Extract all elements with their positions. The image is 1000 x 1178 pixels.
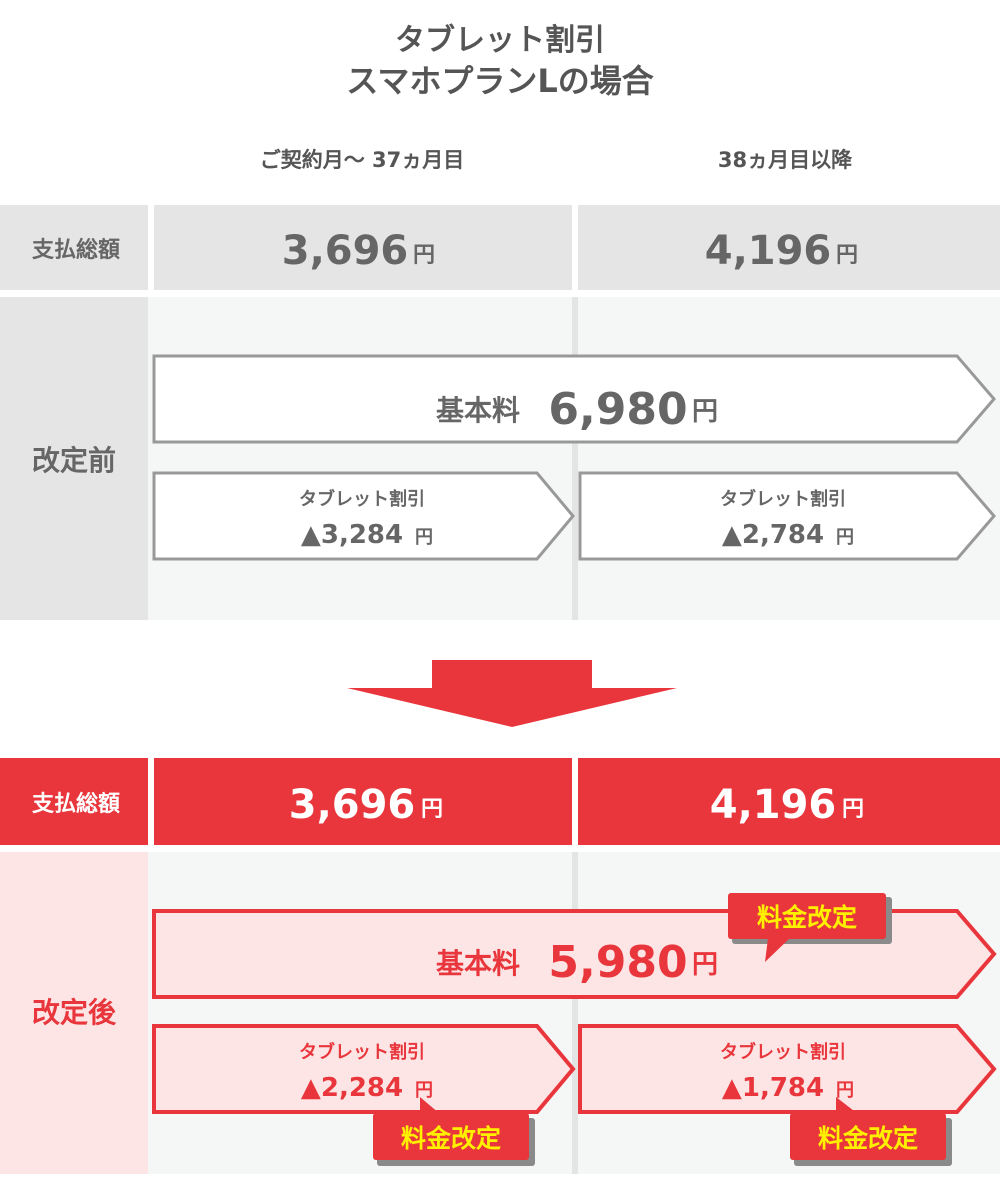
before-base-value: 6,980 bbox=[548, 384, 687, 435]
yen-unit: 円 bbox=[842, 797, 864, 822]
before-total-col1: 3,696 bbox=[282, 228, 409, 274]
after-total-cell-1 bbox=[154, 758, 572, 845]
after-section-label: 改定後 bbox=[32, 996, 117, 1029]
title-line2: スマホプランLの場合 bbox=[346, 62, 653, 100]
yen-unit: 円 bbox=[415, 527, 433, 548]
badge-text: 料金改定 bbox=[401, 1124, 501, 1153]
before-section-label-cell bbox=[0, 297, 148, 620]
before-discount-arrow-2 bbox=[578, 471, 996, 561]
price-revision-badge-discount-2: 料金改定 bbox=[790, 1097, 952, 1166]
yen-unit: 円 bbox=[415, 1080, 433, 1101]
down-arrow-icon bbox=[347, 660, 677, 727]
after-discount-label-2: タブレット割引 bbox=[720, 1041, 846, 1063]
yen-unit: 円 bbox=[413, 243, 435, 268]
title-line1: タブレット割引 bbox=[395, 23, 605, 58]
before-section-label: 改定前 bbox=[32, 444, 116, 477]
yen-unit: 円 bbox=[692, 397, 718, 427]
badge-text: 料金改定 bbox=[757, 903, 857, 932]
column-divider bbox=[572, 297, 578, 620]
column-header-2: 38ヵ月目以降 bbox=[718, 148, 853, 172]
column-divider bbox=[572, 852, 578, 1174]
before-total-label-cell bbox=[0, 205, 148, 290]
after-total-col1: 3,696 bbox=[289, 782, 416, 828]
after-discount-arrow-1 bbox=[152, 1024, 576, 1114]
badge-text: 料金改定 bbox=[818, 1124, 918, 1153]
price-revision-badge-base: 料金改定 bbox=[728, 893, 892, 962]
before-discount-col1: ▲3,284 bbox=[301, 520, 403, 550]
before-discount-arrow-1 bbox=[152, 471, 575, 561]
after-total-label-cell bbox=[0, 758, 148, 845]
after-discount-col1: ▲2,284 bbox=[301, 1073, 403, 1103]
after-base-label: 基本料 bbox=[436, 947, 520, 980]
before-discount-label-1: タブレット割引 bbox=[299, 488, 425, 510]
before-total-cell-2 bbox=[578, 205, 1000, 290]
before-discount-label-2: タブレット割引 bbox=[720, 488, 846, 510]
after-total-cell-2 bbox=[578, 758, 1000, 845]
yen-unit: 円 bbox=[836, 1080, 854, 1101]
column-header-1: ご契約月～ 37ヵ月目 bbox=[260, 148, 465, 172]
before-base-fee-arrow bbox=[152, 354, 996, 444]
after-base-value: 5,980 bbox=[548, 937, 687, 988]
before-discount-col2: ▲2,784 bbox=[722, 520, 824, 550]
yen-unit: 円 bbox=[836, 527, 854, 548]
after-discount-arrow-2 bbox=[578, 1024, 997, 1114]
before-base-label: 基本料 bbox=[436, 394, 520, 427]
before-total-cell-1 bbox=[154, 205, 572, 290]
after-discount-label-1: タブレット割引 bbox=[299, 1041, 425, 1063]
after-total-col2: 4,196 bbox=[710, 782, 837, 828]
before-total-label: 支払総額 bbox=[32, 237, 120, 263]
before-total-col2: 4,196 bbox=[705, 228, 832, 274]
after-total-label: 支払総額 bbox=[32, 791, 120, 817]
after-discount-col2: ▲1,784 bbox=[722, 1073, 824, 1103]
price-revision-badge-discount-1: 料金改定 bbox=[373, 1097, 535, 1166]
yen-unit: 円 bbox=[836, 243, 858, 268]
yen-unit: 円 bbox=[692, 950, 718, 980]
after-section-label-cell bbox=[0, 852, 148, 1174]
yen-unit: 円 bbox=[421, 797, 443, 822]
